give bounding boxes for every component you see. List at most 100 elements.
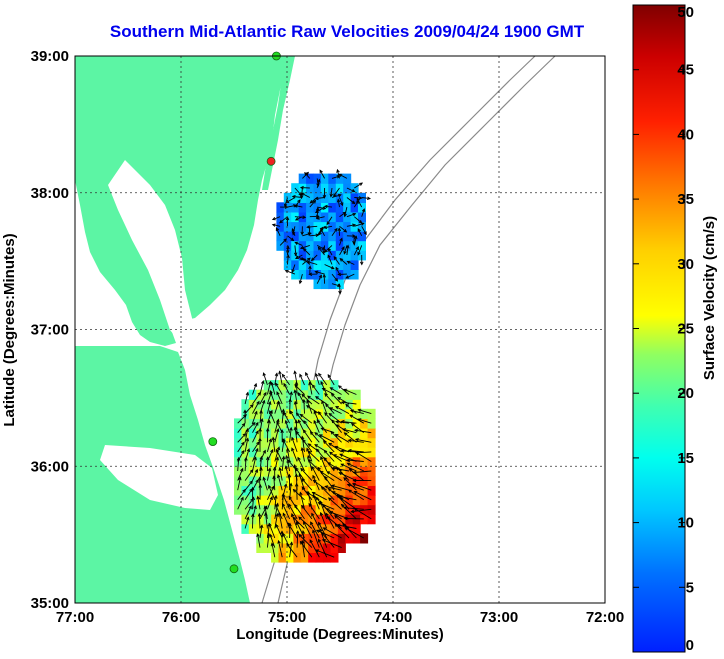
velocity-arrow	[308, 503, 320, 520]
velocity-cell	[343, 173, 352, 184]
velocity-cell	[263, 485, 272, 496]
velocity-arrowhead	[294, 419, 299, 424]
velocity-cell	[358, 211, 366, 223]
velocity-arrowhead	[314, 196, 319, 201]
velocity-cell	[308, 475, 317, 486]
velocity-cell	[241, 447, 250, 458]
velocity-arrow	[347, 462, 364, 472]
velocity-arrow	[268, 485, 276, 500]
velocity-arrowhead	[309, 200, 314, 204]
velocity-arrowhead	[257, 512, 262, 517]
velocity-arrow	[290, 410, 298, 424]
velocity-cell	[352, 389, 361, 400]
velocity-arrowhead	[259, 524, 264, 529]
velocity-cell	[285, 533, 294, 544]
y-tick-label: 36:00	[31, 458, 69, 475]
velocity-arrow	[279, 216, 288, 224]
velocity-arrowhead	[295, 530, 300, 534]
velocity-arrowhead	[270, 448, 274, 453]
velocity-arrowhead	[314, 270, 319, 274]
velocity-cell	[300, 533, 309, 544]
velocity-arrowhead	[276, 446, 281, 451]
velocity-cell	[308, 418, 317, 429]
velocity-arrowhead	[289, 410, 294, 415]
velocity-cell	[367, 447, 376, 458]
velocity-arrowhead	[268, 400, 272, 406]
velocity-arrow	[348, 489, 365, 501]
velocity-cell	[276, 231, 285, 242]
colorbar-gradient	[632, 4, 686, 653]
velocity-cell	[248, 447, 257, 458]
velocity-cell	[263, 504, 272, 515]
velocity-arrow	[294, 401, 298, 414]
velocity-arrow	[316, 245, 325, 250]
velocity-arrowhead	[293, 389, 297, 394]
velocity-arrowhead	[324, 412, 328, 416]
velocity-cell	[256, 399, 265, 410]
velocity-arrow	[244, 422, 256, 434]
velocity-arrow	[263, 372, 268, 386]
velocity-arrow	[285, 197, 296, 203]
velocity-arrowhead	[295, 521, 300, 526]
y-tick-label: 35:00	[31, 595, 69, 612]
velocity-arrowhead	[269, 410, 273, 415]
velocity-arrowhead	[305, 371, 309, 376]
velocity-cell	[315, 466, 324, 477]
sound-cutout	[100, 445, 218, 510]
velocity-arrowhead	[348, 468, 353, 472]
velocity-cell	[293, 437, 302, 448]
velocity-arrowhead	[263, 391, 267, 396]
velocity-arrow	[258, 513, 261, 529]
velocity-arrowhead	[274, 494, 278, 499]
velocity-arrow	[354, 222, 364, 227]
velocity-arrowhead	[288, 495, 292, 500]
velocity-arrow	[285, 455, 291, 472]
velocity-arrowhead	[343, 432, 348, 436]
velocity-arrowhead	[241, 422, 246, 427]
velocity-arrow	[300, 244, 310, 249]
velocity-cell	[308, 399, 317, 410]
velocity-arrow	[291, 264, 296, 273]
velocity-arrow	[347, 483, 364, 491]
colorbar-tick-label: 0	[686, 637, 694, 654]
velocity-arrowhead	[256, 495, 260, 500]
velocity-cell	[360, 495, 369, 506]
velocity-arrowhead	[336, 466, 340, 471]
velocity-arrow	[312, 491, 327, 501]
velocity-cell	[278, 542, 287, 553]
velocity-arrowhead	[275, 456, 279, 461]
velocity-arrowhead	[292, 516, 297, 521]
velocity-arrow	[294, 205, 303, 208]
velocity-arrow	[294, 245, 297, 256]
velocity-arrow	[237, 468, 244, 481]
velocity-cell	[337, 542, 346, 553]
velocity-cell	[315, 437, 324, 448]
velocity-cell	[278, 399, 287, 410]
velocity-cell	[367, 408, 376, 419]
velocity-cell	[308, 552, 317, 563]
velocity-arrow	[343, 507, 364, 510]
velocity-arrowhead	[319, 528, 323, 533]
velocity-cell	[328, 259, 337, 270]
velocity-cell	[285, 485, 294, 496]
velocity-cell	[330, 466, 339, 477]
velocity-arrowhead	[283, 411, 287, 416]
velocity-cell	[345, 514, 354, 525]
velocity-arrowhead	[283, 382, 287, 387]
velocity-arrowhead	[338, 495, 343, 499]
velocity-cell	[241, 418, 250, 429]
velocity-cell	[285, 514, 294, 525]
velocity-arrow	[244, 506, 252, 520]
velocity-arrowhead	[335, 420, 339, 424]
velocity-arrowhead	[350, 509, 355, 514]
velocity-arrowhead	[280, 429, 284, 433]
velocity-cell	[248, 456, 257, 467]
velocity-cell	[271, 523, 280, 534]
velocity-arrow	[266, 449, 274, 462]
velocity-cell	[345, 504, 354, 515]
velocity-arrowhead	[317, 502, 322, 506]
velocity-arrowhead	[307, 395, 311, 400]
velocity-arrow	[325, 512, 335, 529]
velocity-cell	[271, 408, 280, 419]
velocity-arrow	[301, 394, 313, 405]
